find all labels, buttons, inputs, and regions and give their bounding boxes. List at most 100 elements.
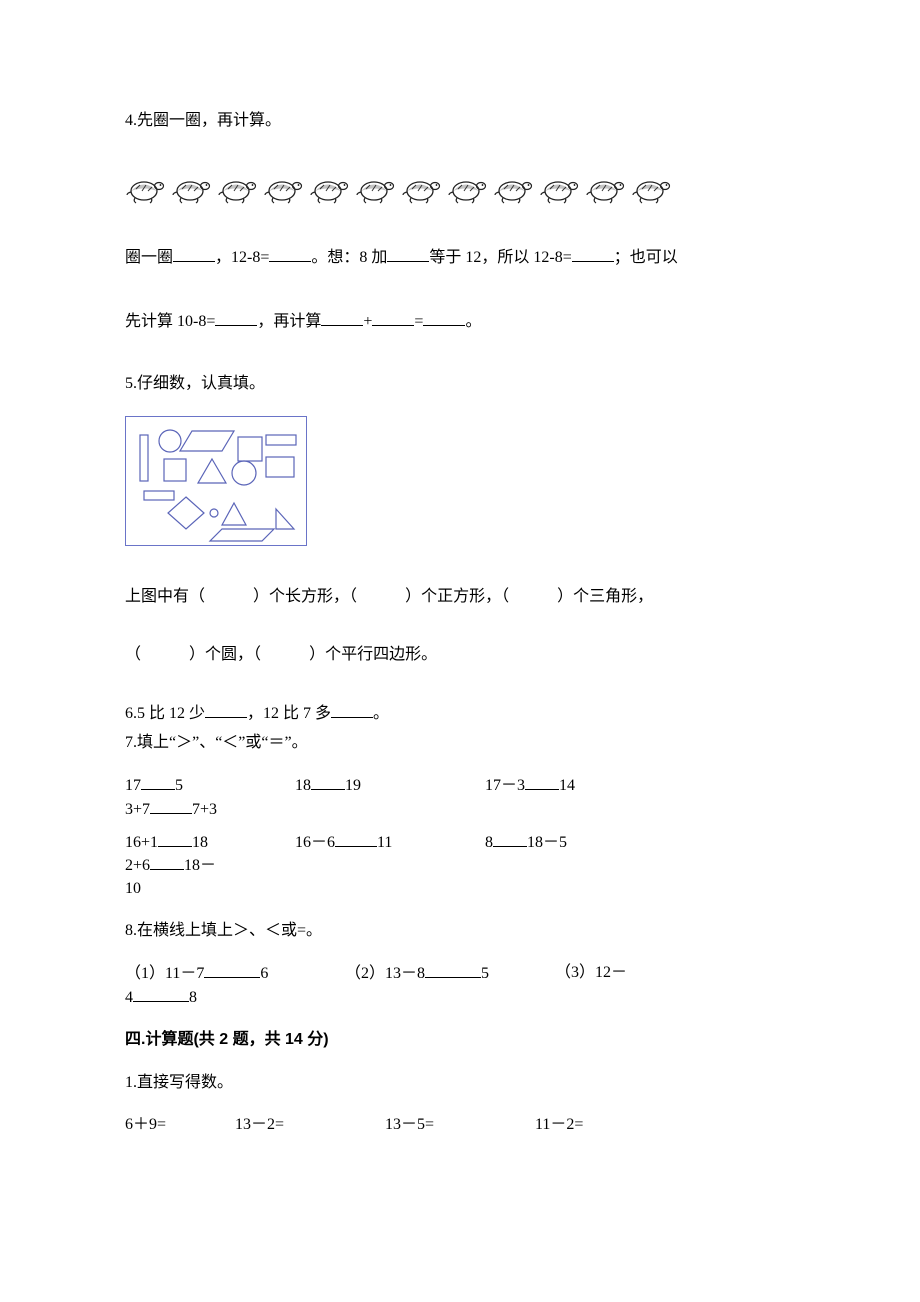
section4-row: 6＋9= 13－2= 13－5= 11－2= [125, 1114, 795, 1136]
text: 。 [373, 705, 389, 722]
text: 18－ [184, 857, 216, 874]
text: ，12-8= [215, 249, 269, 266]
blank[interactable] [158, 831, 192, 847]
q7-cell: 16－611 [295, 831, 485, 854]
text: 4 [125, 989, 133, 1006]
turtle-icon [171, 172, 213, 206]
text: 18－5 [527, 834, 567, 851]
text: 6 [260, 965, 268, 982]
text: + [363, 313, 372, 330]
blank[interactable] [150, 854, 184, 870]
blank[interactable] [311, 774, 345, 790]
text: 2+6 [125, 857, 150, 874]
q7-cell: 2+6 18－ 10 [125, 854, 265, 900]
text: 上图中有（ [125, 588, 205, 605]
turtle-icon [263, 172, 305, 206]
calc-cell: 13－5= [385, 1114, 535, 1136]
paren-blank[interactable] [261, 646, 309, 663]
text: 14 [559, 777, 575, 794]
q7-cell: 16+1 18 [125, 831, 295, 854]
shapes-figure [125, 416, 307, 546]
blank[interactable] [525, 774, 559, 790]
blank[interactable] [205, 702, 247, 718]
blank[interactable] [321, 310, 363, 326]
paren-blank[interactable] [141, 646, 189, 663]
turtle-icon [539, 172, 581, 206]
q7-cell: 3+7 7+3 [125, 798, 265, 821]
turtle-icon [125, 172, 167, 206]
text: （2）13－8 [345, 965, 425, 982]
text: 17－3 [485, 777, 525, 794]
q8-cell: （2）13－8 5 [345, 962, 555, 985]
blank[interactable] [493, 831, 527, 847]
blank[interactable] [425, 962, 481, 978]
blank[interactable] [335, 831, 377, 847]
text: 3+7 [125, 801, 150, 818]
text: 18 [295, 777, 311, 794]
paren-blank[interactable] [357, 588, 405, 605]
q4-line1: 圈一圈，12-8=。想：8 加等于 12，所以 12-8=；也可以 [125, 246, 795, 269]
blank[interactable] [269, 246, 311, 262]
text: 。想：8 加 [311, 249, 387, 266]
q5-line2: （ ）个圆，（ ）个平行四边形。 [125, 644, 795, 666]
q7-cell: 8 18－5 [485, 831, 665, 854]
q7-cell: 175 [125, 774, 295, 797]
text: ）个平行四边形。 [309, 646, 437, 663]
text: 7+3 [192, 801, 217, 818]
calc-cell: 6＋9= [125, 1114, 235, 1136]
text: = [414, 313, 423, 330]
text: 6.5 比 12 少 [125, 705, 205, 722]
q7-row2: 16+1 18 16－611 8 18－5 2+6 18－ 10 [125, 831, 795, 900]
text: 先计算 10-8= [125, 313, 215, 330]
q8-cell: （1）11－7 6 [125, 962, 345, 985]
blank[interactable] [204, 962, 260, 978]
q5-line1: 上图中有（ ）个长方形，（ ）个正方形，（ ）个三角形， [125, 586, 795, 608]
text: 5 [481, 965, 489, 982]
q8-cell-wrap: 48 [125, 986, 805, 1009]
blank[interactable] [173, 246, 215, 262]
turtle-icon [585, 172, 627, 206]
text: 5 [175, 777, 183, 794]
text: 16－6 [295, 834, 335, 851]
text: （3）12－ [555, 964, 627, 981]
text: 16+1 [125, 834, 158, 851]
text: ）个长方形，（ [253, 588, 357, 605]
q7-cell: 17－3 14 [485, 774, 665, 797]
paren-blank[interactable] [509, 588, 557, 605]
q4-title: 4.先圈一圈，再计算。 [125, 110, 795, 132]
q7-title: 7.填上“＞”、“＜”或“＝”。 [125, 732, 795, 754]
text: ，再计算 [257, 313, 321, 330]
blank[interactable] [331, 702, 373, 718]
text: 10 [125, 880, 141, 897]
text: ；也可以 [614, 249, 678, 266]
text: （1）11－7 [125, 965, 204, 982]
blank[interactable] [387, 246, 429, 262]
q7-cell: 1819 [295, 774, 485, 797]
text: 等于 12，所以 12-8= [429, 249, 571, 266]
turtle-icon [631, 172, 673, 206]
section4-heading: 四.计算题(共 2 题，共 14 分) [125, 1029, 795, 1051]
text: ）个三角形， [557, 588, 653, 605]
blank[interactable] [423, 310, 465, 326]
text: 18 [192, 834, 208, 851]
text: 。 [465, 313, 481, 330]
blank[interactable] [141, 774, 175, 790]
blank[interactable] [133, 986, 189, 1002]
calc-cell: 13－2= [235, 1114, 385, 1136]
q6-line: 6.5 比 12 少 ，12 比 7 多 。 [125, 702, 795, 725]
blank[interactable] [150, 798, 192, 814]
turtle-icon [355, 172, 397, 206]
q7-row1: 175 1819 17－3 14 3+7 7+3 [125, 774, 795, 821]
blank[interactable] [372, 310, 414, 326]
paren-blank[interactable] [205, 588, 253, 605]
blank[interactable] [215, 310, 257, 326]
text: ）个正方形，（ [405, 588, 509, 605]
text: 8 [189, 989, 197, 1006]
q8-title: 8.在横线上填上＞、＜或=。 [125, 920, 795, 942]
turtle-icon [217, 172, 259, 206]
turtle-row [125, 172, 795, 206]
text: 8 [485, 834, 493, 851]
text: ，12 比 7 多 [247, 705, 331, 722]
blank[interactable] [572, 246, 614, 262]
q4-line2: 先计算 10-8= ，再计算 + = 。 [125, 310, 795, 333]
